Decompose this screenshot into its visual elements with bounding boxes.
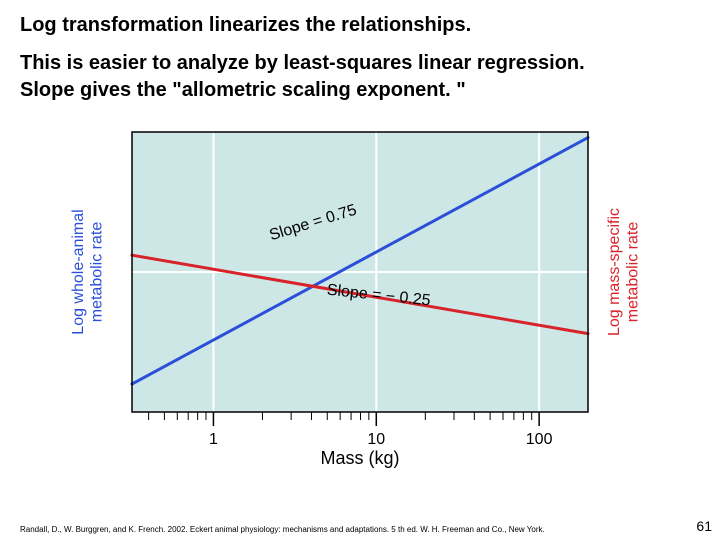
- svg-text:Log mass-specificmetabolic rat: Log mass-specificmetabolic rate: [606, 208, 641, 336]
- page-number: 61: [696, 518, 712, 534]
- subtitle-line-2: Slope gives the "allometric scaling expo…: [20, 78, 700, 103]
- svg-text:10: 10: [367, 431, 385, 448]
- svg-text:1: 1: [209, 431, 218, 448]
- chart-svg: 1 10 100 Mass (kg) Log whole-animalmetabolic…: [60, 120, 660, 480]
- svg-text:Log whole-animalmetabolic rate: Log whole-animalmetabolic rate: [70, 209, 105, 334]
- allometric-chart: 1 10 100 Mass (kg) Log whole-animalmetabolic…: [60, 120, 660, 480]
- svg-text:100: 100: [526, 431, 553, 448]
- citation-text: Randall, D., W. Burggren, and K. French.…: [20, 525, 680, 534]
- page-title: Log transformation linearizes the relati…: [20, 14, 700, 37]
- subtitle-line-1: This is easier to analyze by least-squar…: [20, 51, 700, 76]
- svg-text:Mass (kg): Mass (kg): [320, 448, 399, 468]
